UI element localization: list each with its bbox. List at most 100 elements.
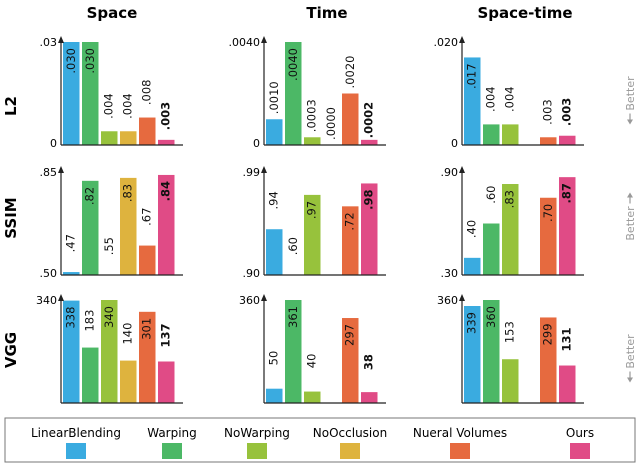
bar-ours xyxy=(158,174,175,275)
panel-l2-time: .0010 .0040 .0003 .0000 .0020 .0002 .0040 0 xyxy=(229,36,386,150)
column-title-time: Time xyxy=(306,4,347,22)
y-axis-arrow xyxy=(261,36,267,43)
value-label: .87 xyxy=(560,183,574,203)
column-title-space: Space xyxy=(87,4,138,22)
y-axis-arrow xyxy=(58,36,64,43)
value-label: 50 xyxy=(267,351,281,366)
value-label: .008 xyxy=(140,80,154,106)
value-label: .0003 xyxy=(305,99,319,132)
bar-nowarping xyxy=(502,184,519,275)
legend-swatch xyxy=(162,443,182,459)
bar-linearblending xyxy=(464,257,481,275)
better-label: Better xyxy=(624,334,637,369)
bar-linearblending xyxy=(266,388,283,403)
bar-nueral-volumes xyxy=(540,197,557,275)
better-label: Better xyxy=(624,76,637,111)
bar-noocclusion xyxy=(120,360,137,403)
better-arrow-head xyxy=(627,192,633,198)
panel-ssim-space: .47 .82 .55 .83 .67 .84 .85 .50 xyxy=(40,166,183,280)
column-title-space-time: Space-time xyxy=(477,4,572,22)
bar-ours xyxy=(559,365,576,403)
value-label: .98 xyxy=(362,189,376,209)
bar-nueral-volumes xyxy=(342,93,359,145)
row-title-vgg: VGG xyxy=(2,332,20,368)
value-label: 38 xyxy=(362,354,376,370)
y-tick-top: 340 xyxy=(36,294,57,307)
y-tick-top: 360 xyxy=(239,294,260,307)
value-label: .017 xyxy=(465,63,479,89)
value-label: .40 xyxy=(465,220,479,238)
bar-warping xyxy=(82,42,99,145)
value-label: .60 xyxy=(484,186,498,204)
value-label: .0010 xyxy=(267,81,281,114)
y-tick-top: .85 xyxy=(40,166,58,179)
y-tick-top: 360 xyxy=(437,294,458,307)
bar-ours xyxy=(361,183,378,275)
y-axis-arrow xyxy=(58,166,64,173)
bar-nowarping xyxy=(304,137,321,145)
y-tick-top: .0040 xyxy=(229,36,261,49)
better-label: Better xyxy=(624,206,637,241)
better-indicator: Better xyxy=(624,192,637,241)
legend-item-warping: Warping xyxy=(147,426,197,459)
value-label: .83 xyxy=(503,190,517,208)
bar-linearblending xyxy=(63,300,80,403)
bar-warping xyxy=(483,223,500,275)
y-tick-bottom: .30 xyxy=(441,267,459,280)
value-label: .004 xyxy=(121,93,135,119)
value-label: .030 xyxy=(64,48,78,74)
value-label: 153 xyxy=(503,321,517,343)
y-axis-arrow xyxy=(261,166,267,173)
panel-l2-space: .030.030.004.004.008.003.030 xyxy=(40,36,183,150)
panel-vgg-space-time: 339 360 153 299 131 360 Better xyxy=(437,294,637,404)
y-axis-arrow xyxy=(459,36,465,43)
bar-ours xyxy=(559,177,576,275)
value-label: .60 xyxy=(286,237,300,255)
value-label: .004 xyxy=(503,86,517,112)
legend-label: LinearBlending xyxy=(31,426,121,440)
bar-nowarping xyxy=(502,124,519,145)
value-label: 131 xyxy=(560,328,574,352)
legend-item-ours: Ours xyxy=(566,426,594,459)
bar-nueral-volumes xyxy=(139,245,156,275)
bar-nowarping xyxy=(101,131,118,145)
value-label: .0000 xyxy=(324,107,338,140)
bar-nueral-volumes xyxy=(540,317,557,403)
bar-linearblending xyxy=(266,119,283,145)
y-tick-top: .90 xyxy=(441,166,459,179)
value-label: 137 xyxy=(159,323,173,347)
y-axis-arrow xyxy=(261,294,267,301)
bar-linearblending xyxy=(266,229,283,275)
value-label: .003 xyxy=(560,98,574,126)
value-label: .97 xyxy=(305,201,319,219)
legend-label: NoWarping xyxy=(224,426,290,440)
value-label: .0002 xyxy=(362,102,376,138)
value-label: 338 xyxy=(64,307,78,329)
bar-nowarping xyxy=(304,194,321,275)
bar-nueral-volumes xyxy=(342,318,359,403)
better-arrow-head xyxy=(627,377,633,383)
value-label: 340 xyxy=(102,306,116,328)
bar-nueral-volumes xyxy=(139,311,156,403)
value-label: .003 xyxy=(541,99,555,125)
bar-ours xyxy=(361,139,378,145)
value-label: 361 xyxy=(286,306,300,328)
bar-ours xyxy=(158,361,175,403)
value-label: .55 xyxy=(102,237,116,255)
bar-ours xyxy=(559,135,576,145)
value-label: 301 xyxy=(140,318,154,340)
better-indicator: Better xyxy=(624,76,637,125)
value-label: .030 xyxy=(83,48,97,74)
value-label: 297 xyxy=(343,324,357,346)
legend-item-nueral-volumes: Nueral Volumes xyxy=(413,426,507,459)
value-label: .94 xyxy=(267,191,281,209)
bar-noocclusion xyxy=(120,177,137,275)
bar-ours xyxy=(158,139,175,145)
legend-swatch xyxy=(247,443,267,459)
y-tick-top: .03 xyxy=(40,36,58,49)
bar-warping xyxy=(483,124,500,145)
value-label: .72 xyxy=(343,212,357,230)
value-label: .004 xyxy=(484,86,498,112)
y-tick-bottom: .90 xyxy=(243,267,261,280)
value-label: 299 xyxy=(541,323,555,345)
